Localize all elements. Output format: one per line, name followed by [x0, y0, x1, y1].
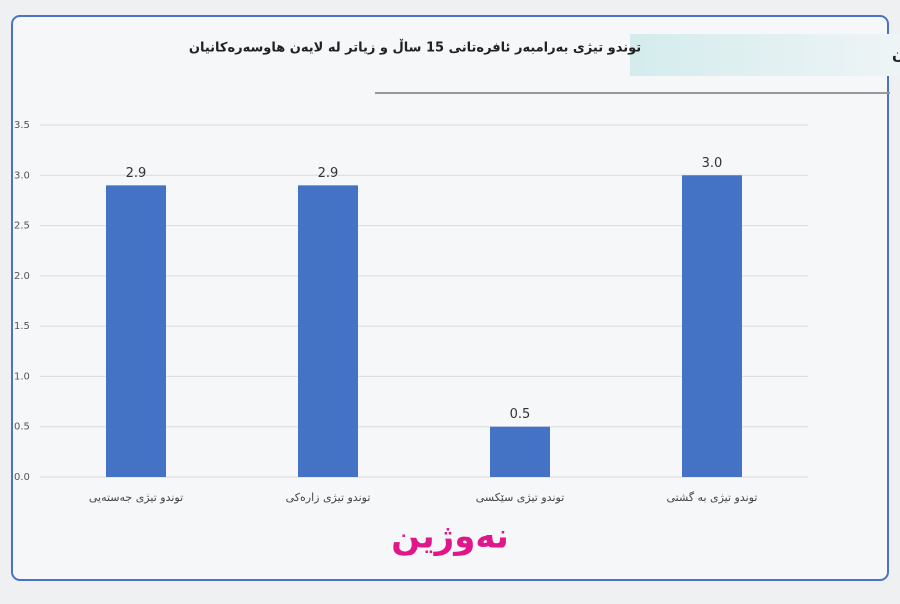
value-label: 2.9	[318, 166, 339, 181]
x-tick-label: توندو تیژی جەستەیی	[89, 491, 183, 504]
chart-title: توندو تیژی بەرامبەر ئافرەتانی 15 ساڵ و ز…	[189, 39, 641, 56]
y-tick-label: 0.0	[14, 472, 30, 483]
value-label: 3.0	[702, 156, 723, 171]
frame	[11, 15, 889, 581]
bar	[490, 426, 550, 477]
y-tick-label: 2.0	[14, 271, 30, 282]
x-tick-label: توندو تیژی سێکسی	[476, 491, 565, 504]
y-tick-label: 2.5	[14, 221, 30, 232]
bar	[106, 185, 166, 478]
y-tick-label: 1.5	[14, 321, 30, 332]
bar	[298, 185, 358, 478]
header-tab	[630, 34, 900, 76]
value-label: 2.9	[126, 166, 147, 181]
x-tick-label: توندو تیژی زارەکی	[286, 491, 371, 504]
y-tick-label: 1.0	[14, 371, 30, 382]
value-label: 0.5	[510, 407, 531, 422]
y-tick-label: 3.0	[14, 170, 30, 181]
bar	[682, 175, 742, 478]
y-tick-label: 3.5	[14, 120, 30, 131]
x-tick-label: توندو تیژی بە گشتی	[667, 491, 758, 504]
y-tick-label: 0.5	[14, 422, 30, 433]
logo: نەوژین	[391, 517, 508, 557]
